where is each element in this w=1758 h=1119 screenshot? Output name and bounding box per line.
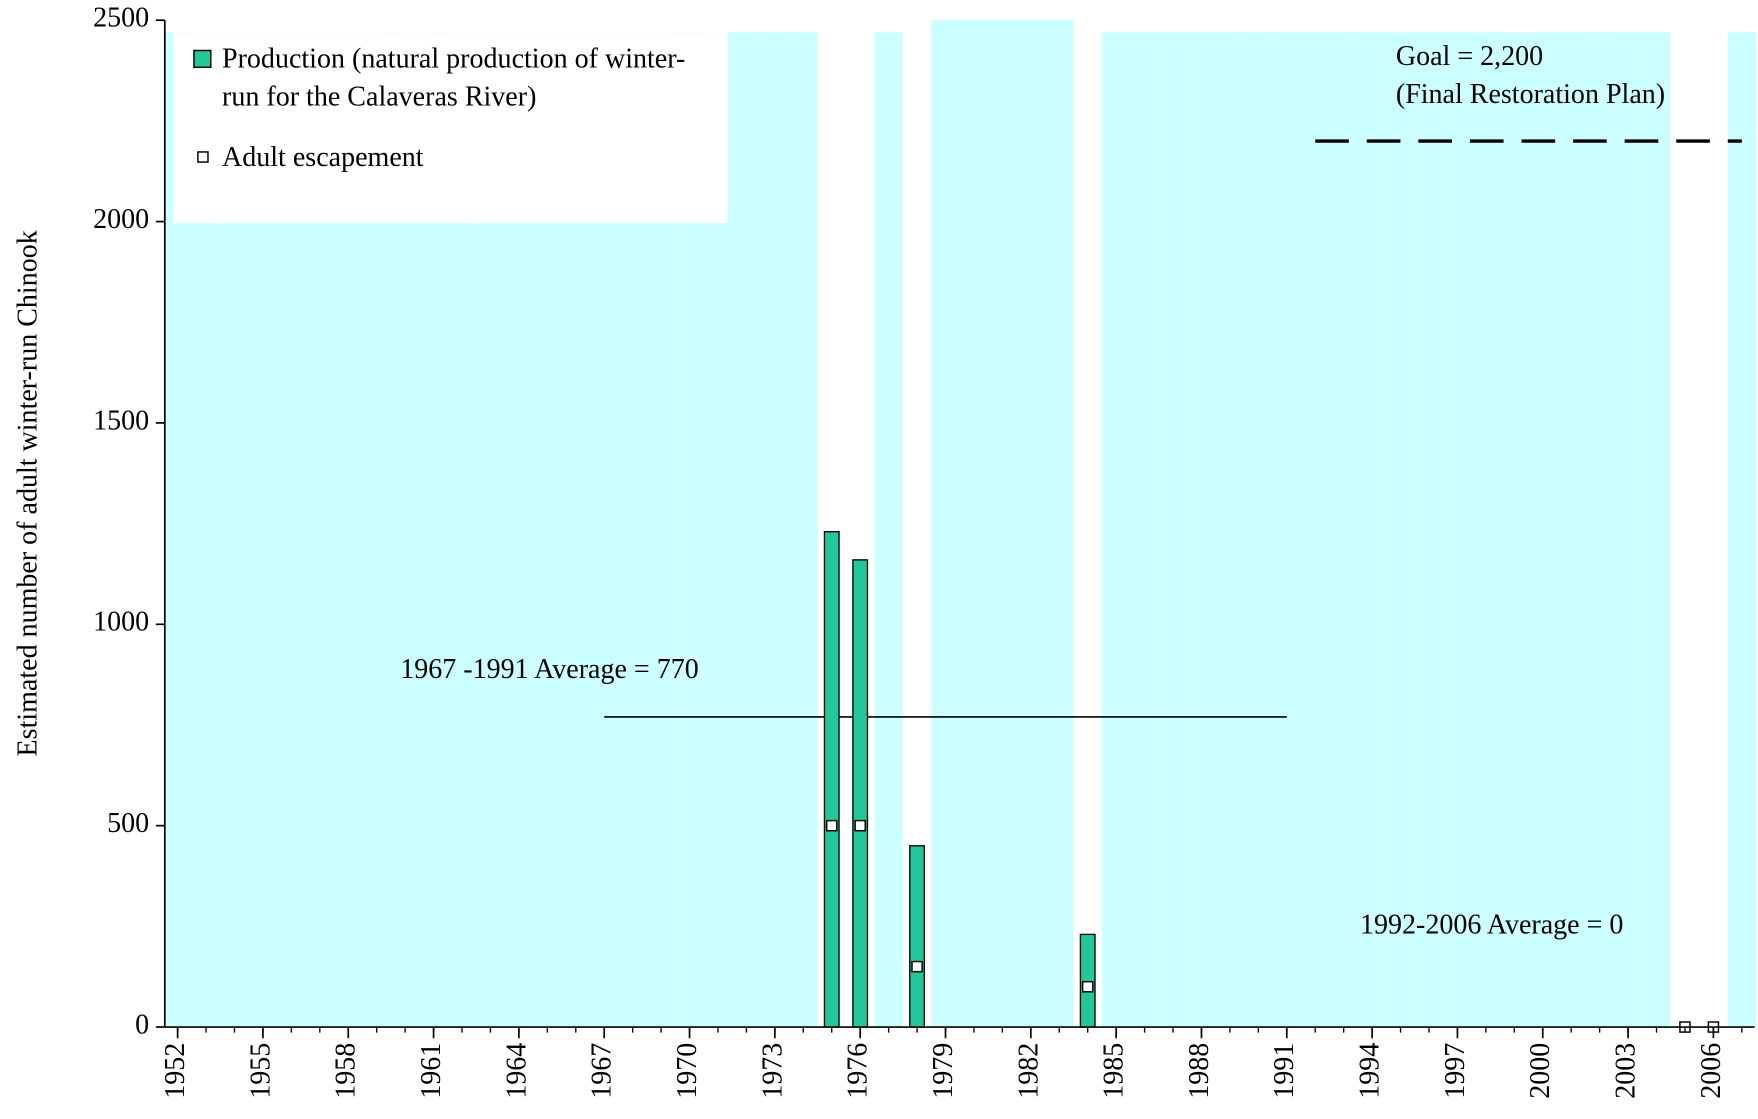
shade-bar [1386,32,1415,1028]
marker [825,819,838,832]
shade-bar [1187,32,1216,1028]
x-tick-label: 1976 [843,1043,874,1099]
shade-bar [1329,32,1358,1028]
shade-bar [874,32,903,1028]
x-tick-label: 1952 [160,1043,191,1099]
bar [823,531,840,1028]
x-tick-label: 1964 [501,1043,532,1099]
shade-bar [1528,32,1557,1028]
shade-bar [789,32,818,1028]
annotation: (Final Restoration Plan) [1396,79,1665,110]
shade-bar [959,20,989,1028]
shade-bar [1130,32,1159,1028]
x-tick-label: 1997 [1440,1043,1471,1099]
legend-swatch [193,49,212,69]
legend-box [173,32,728,224]
y-tick-label: 2000 [93,204,149,235]
shade-bar [1045,20,1074,1028]
shade-bar [1556,32,1586,1028]
shade-bar [1016,20,1046,1028]
shade-bar [732,32,761,1028]
bar [852,559,869,1028]
x-tick-label: 1988 [1184,1043,1215,1099]
shade-bar [1244,32,1273,1028]
y-tick-label: 1000 [93,607,149,638]
annotation: 1992-2006 Average = 0 [1360,910,1623,941]
y-tick-label: 0 [135,1009,149,1040]
legend-label: Production (natural production of winter… [221,43,686,113]
x-tick-label: 1979 [928,1043,959,1099]
shade-bar [1158,32,1188,1028]
shade-bar [931,20,960,1028]
y-tick-label: 2500 [93,3,149,34]
shade-bar [1443,32,1472,1028]
annotation: Goal = 2,200 [1396,41,1543,72]
y-axis-label: Estimated number of adult winter-run Chi… [13,229,44,756]
x-tick-label: 2006 [1696,1043,1727,1099]
shade-bar [760,32,790,1028]
x-tick-label: 1973 [757,1043,788,1099]
marker [1081,980,1094,993]
shade-bar [1471,32,1501,1028]
y-tick-label: 500 [107,808,149,839]
shade-bar [1301,32,1330,1028]
x-tick-label: 1958 [331,1043,362,1099]
x-tick-label: 1961 [416,1043,447,1099]
x-tick-label: 1970 [672,1043,703,1099]
shade-bar [1357,32,1387,1028]
shade-bar [1500,32,1529,1028]
shade-bar [1613,32,1643,1028]
marker [911,960,923,973]
x-tick-label: 1985 [1099,1043,1130,1099]
x-tick-label: 1967 [587,1043,618,1099]
shade-bar [1414,32,1444,1028]
shade-bar [1272,32,1302,1028]
x-tick-label: 2003 [1611,1043,1642,1099]
bar [909,845,926,1028]
x-tick-label: 1991 [1269,1043,1300,1099]
x-tick-label: 1994 [1355,1043,1386,1099]
annotation: 1967 -1991 Average = 770 [400,654,698,685]
shade-bar [1727,32,1757,1028]
bar [1079,933,1096,1028]
shade-bar [1585,32,1614,1028]
shade-bar [988,20,1017,1028]
x-tick-label: 1982 [1013,1043,1044,1099]
legend-entry: Production (natural production of winter… [221,43,686,113]
y-tick-label: 1500 [93,405,149,436]
marker [854,819,866,832]
shade-bar [1101,32,1131,1028]
x-tick-label: 2000 [1525,1043,1556,1099]
shade-bar [1642,32,1671,1028]
x-tick-label: 1955 [245,1043,276,1099]
legend-swatch [197,151,209,163]
shade-bar [1215,32,1245,1028]
legend-entry: Adult escapement [221,142,424,173]
legend-label: Adult escapement [221,142,424,173]
